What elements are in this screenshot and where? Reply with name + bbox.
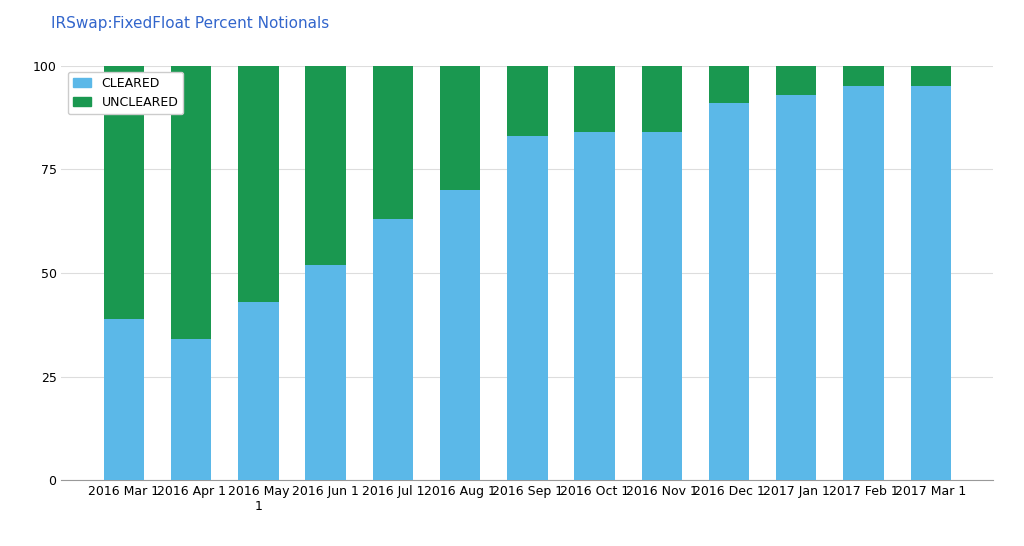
Bar bbox=[910, 66, 951, 86]
Bar bbox=[642, 132, 682, 480]
Bar bbox=[709, 103, 750, 480]
Bar bbox=[103, 319, 144, 480]
Bar bbox=[171, 66, 211, 340]
Bar bbox=[776, 94, 816, 480]
Bar bbox=[776, 66, 816, 94]
Bar bbox=[709, 66, 750, 103]
Bar bbox=[239, 302, 279, 480]
Bar bbox=[507, 136, 548, 480]
Bar bbox=[305, 66, 346, 265]
Bar bbox=[305, 265, 346, 480]
Bar bbox=[574, 132, 614, 480]
Bar bbox=[642, 66, 682, 132]
Bar bbox=[507, 66, 548, 136]
Bar bbox=[844, 66, 884, 86]
Bar bbox=[440, 190, 480, 480]
Bar bbox=[440, 66, 480, 190]
Bar bbox=[239, 66, 279, 302]
Bar bbox=[574, 66, 614, 132]
Legend: CLEARED, UNCLEARED: CLEARED, UNCLEARED bbox=[68, 72, 183, 114]
Text: IRSwap:FixedFloat Percent Notionals: IRSwap:FixedFloat Percent Notionals bbox=[51, 16, 330, 31]
Bar bbox=[103, 66, 144, 319]
Bar bbox=[171, 340, 211, 480]
Bar bbox=[910, 86, 951, 480]
Bar bbox=[373, 66, 413, 219]
Bar bbox=[373, 219, 413, 480]
Bar bbox=[844, 86, 884, 480]
